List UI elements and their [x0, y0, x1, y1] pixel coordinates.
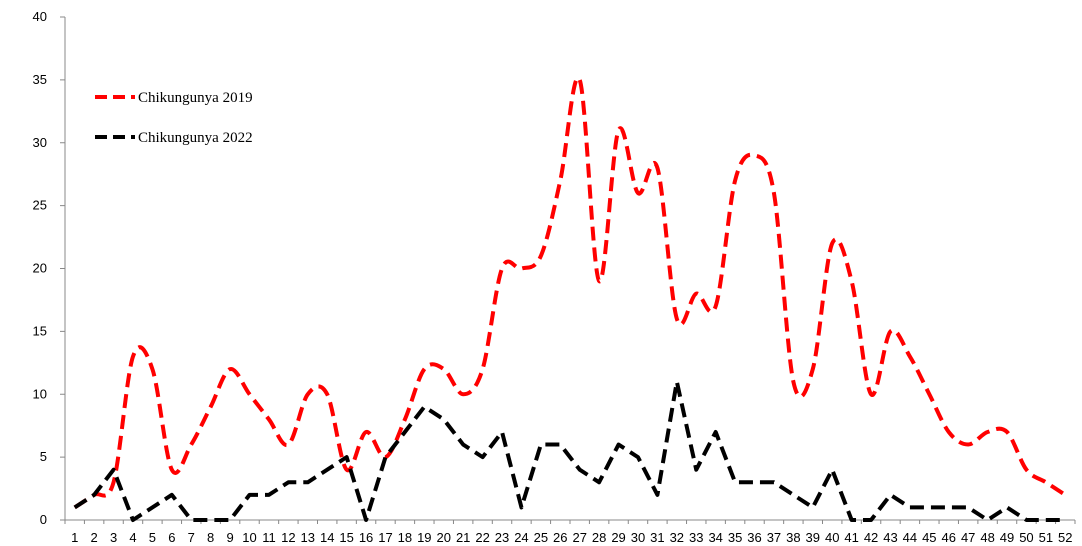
x-tick-label: 2: [91, 530, 98, 545]
y-tick-label: 5: [40, 449, 47, 464]
x-tick-label: 16: [359, 530, 373, 545]
y-tick-label: 35: [33, 72, 47, 87]
x-tick-label: 47: [961, 530, 975, 545]
y-axis: 0 5 10 15 20 25 30 35 40: [33, 9, 66, 527]
series-layer: [73, 75, 1067, 522]
x-tick-label: 40: [825, 530, 839, 545]
x-tick-label: 39: [806, 530, 820, 545]
x-tick-label: 26: [553, 530, 567, 545]
y-tick-label: 25: [33, 198, 47, 213]
legend-label-2: Chikungunya 2022: [138, 130, 253, 146]
x-tick-label: 36: [747, 530, 761, 545]
x-tick-label: 52: [1058, 530, 1072, 545]
x-tick-label: 32: [670, 530, 684, 545]
x-tick-label: 45: [922, 530, 936, 545]
y-tick-label: 30: [33, 135, 47, 150]
y-tick-label: 40: [33, 9, 47, 24]
x-tick-label: 12: [281, 530, 295, 545]
x-tick-label: 13: [301, 530, 315, 545]
y-tick-label: 15: [33, 323, 47, 338]
y-tick-label: 10: [33, 386, 47, 401]
x-tick-label: 4: [129, 530, 136, 545]
x-tick-label: 38: [786, 530, 800, 545]
x-tick-label: 5: [149, 530, 156, 545]
x-tick-label: 34: [708, 530, 722, 545]
x-tick-label: 43: [883, 530, 897, 545]
x-axis: 1 2 3 4 5 6 7 8 9 10 11 12 13 14 15 16 17 18 19 20 21 22 23 24 2…: [64, 519, 1076, 545]
x-tick-label: 50: [1019, 530, 1033, 545]
y-tick-label: 20: [33, 261, 47, 276]
x-tick-label: 25: [534, 530, 548, 545]
x-tick-label: 30: [631, 530, 645, 545]
x-tick-label: 24: [514, 530, 528, 545]
legend-label-1: Chikungunya 2019: [138, 90, 253, 106]
x-tick-label: 46: [942, 530, 956, 545]
y-tick-label: 0: [40, 512, 47, 527]
x-tick-label: 49: [1000, 530, 1014, 545]
x-tick-label: 23: [495, 530, 509, 545]
x-tick-label: 37: [767, 530, 781, 545]
x-tick-label: 19: [417, 530, 431, 545]
x-tick-label: 33: [689, 530, 703, 545]
x-tick-label: 42: [864, 530, 878, 545]
x-tick-label: 8: [207, 530, 214, 545]
x-tick-label: 18: [398, 530, 412, 545]
x-tick-label: 10: [242, 530, 256, 545]
x-tick-label: 11: [262, 530, 276, 545]
series-line-1: [73, 75, 1067, 510]
x-tick-label: 1: [71, 530, 78, 545]
x-tick-label: 31: [650, 530, 664, 545]
x-tick-label: 15: [339, 530, 353, 545]
x-tick-label: 29: [611, 530, 625, 545]
x-tick-label: 3: [110, 530, 117, 545]
x-tick-label: 48: [980, 530, 994, 545]
x-tick-label: 7: [188, 530, 195, 545]
legend: Chikungunya 2019 Chikungunya 2022: [95, 90, 253, 146]
x-tick-label: 20: [437, 530, 451, 545]
x-tick-label: 6: [168, 530, 175, 545]
x-tick-label: 22: [475, 530, 489, 545]
x-tick-label: 41: [844, 530, 858, 545]
x-tick-label: 35: [728, 530, 742, 545]
x-tick-label: 44: [903, 530, 917, 545]
x-tick-label: 28: [592, 530, 606, 545]
x-tick-label: 21: [456, 530, 470, 545]
x-tick-label: 14: [320, 530, 334, 545]
series-line-2: [73, 379, 1066, 522]
x-tick-label: 17: [378, 530, 392, 545]
x-tick-label: 9: [226, 530, 233, 545]
x-tick-label: 51: [1039, 530, 1053, 545]
x-tick-label: 27: [572, 530, 586, 545]
